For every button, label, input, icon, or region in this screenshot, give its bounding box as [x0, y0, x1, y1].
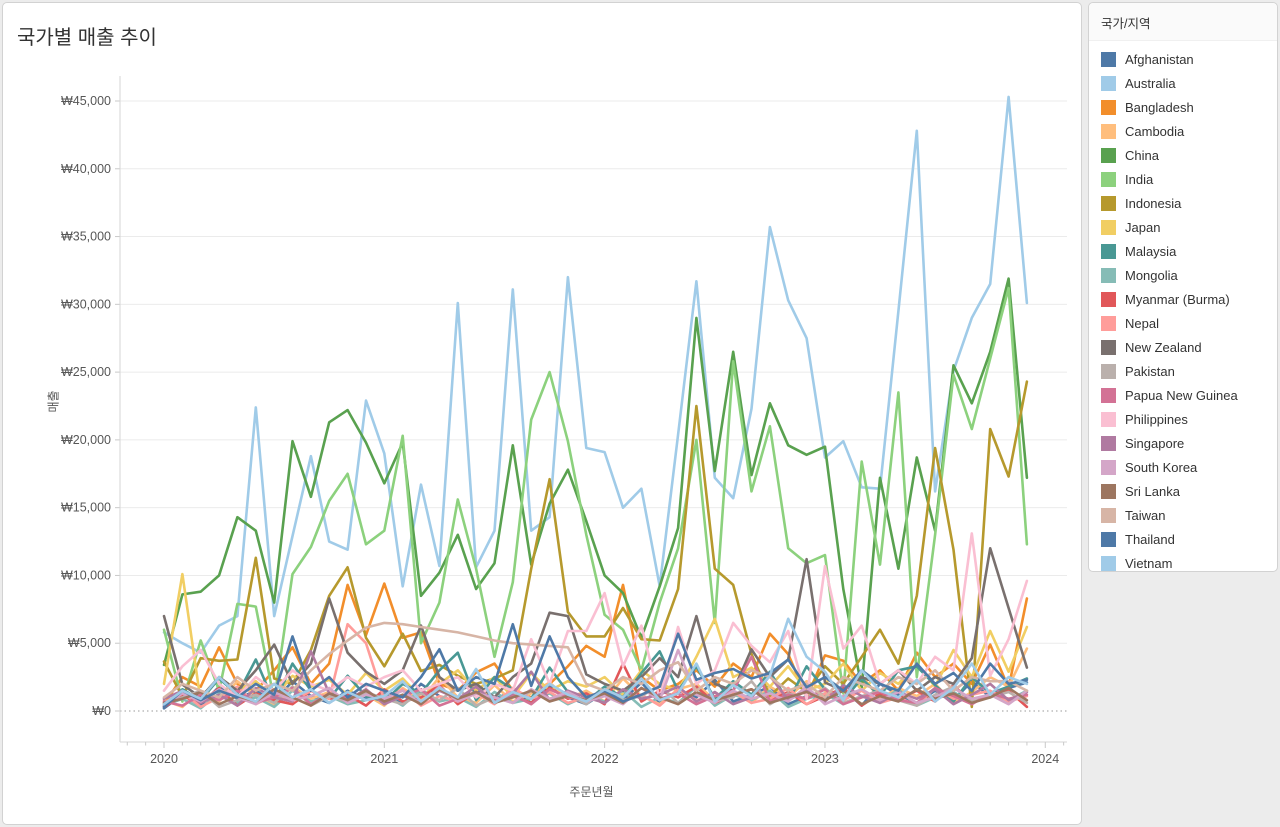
legend-swatch	[1101, 363, 1116, 379]
x-tick-label: 2020	[150, 752, 178, 766]
legend-swatch	[1101, 123, 1116, 139]
chart-line-australia[interactable]	[162, 95, 1029, 655]
legend-item-myanmar-burma[interactable]: Myanmar (Burma)	[1089, 287, 1277, 311]
legend-item-indonesia[interactable]: Indonesia	[1089, 191, 1277, 215]
legend-swatch	[1101, 291, 1116, 307]
legend-label: New Zealand	[1125, 339, 1202, 355]
chart-line-taiwan[interactable]	[162, 621, 1029, 699]
legend-swatch	[1101, 171, 1116, 187]
legend-swatch	[1101, 51, 1116, 67]
legend-swatch	[1101, 531, 1116, 547]
x-tick-label: 2023	[811, 752, 839, 766]
legend-swatch	[1101, 147, 1116, 163]
legend-swatch	[1101, 339, 1116, 355]
y-tick-label: ₩25,000	[61, 365, 111, 379]
chart-line-india[interactable]	[162, 286, 1029, 703]
legend-item-china[interactable]: China	[1089, 143, 1277, 167]
chart-line-vietnam[interactable]	[162, 617, 1029, 706]
y-tick-label: ₩20,000	[61, 433, 111, 447]
legend-title: 국가/지역	[1089, 3, 1277, 41]
legend-item-singapore[interactable]: Singapore	[1089, 431, 1277, 455]
legend-item-nepal[interactable]: Nepal	[1089, 311, 1277, 335]
legend-label: Singapore	[1125, 435, 1185, 451]
x-tick-label: 2022	[591, 752, 619, 766]
y-tick-label: ₩45,000	[61, 94, 111, 108]
legend-item-philippines[interactable]: Philippines	[1089, 407, 1277, 431]
y-tick-label: ₩10,000	[61, 568, 111, 582]
legend-label: Philippines	[1125, 411, 1188, 427]
x-axis-title: 주문년월	[569, 785, 614, 799]
y-tick-label: ₩35,000	[61, 230, 111, 244]
legend-item-new-zealand[interactable]: New Zealand	[1089, 335, 1277, 359]
legend-swatch	[1101, 507, 1116, 523]
legend-label: Sri Lanka	[1125, 483, 1180, 499]
legend-label: Japan	[1125, 219, 1161, 235]
legend-label: Thailand	[1125, 531, 1175, 547]
legend-swatch	[1101, 219, 1116, 235]
legend-item-pakistan[interactable]: Pakistan	[1089, 359, 1277, 383]
legend-label: Papua New Guinea	[1125, 387, 1238, 403]
x-tick-label: 2024	[1031, 752, 1059, 766]
legend-label: Taiwan	[1125, 507, 1166, 523]
legend-swatch	[1101, 99, 1116, 115]
legend-label: Cambodia	[1125, 123, 1185, 139]
y-tick-label: ₩15,000	[61, 501, 111, 515]
legend-item-south-korea[interactable]: South Korea	[1089, 455, 1277, 479]
y-tick-label: ₩0	[92, 704, 111, 718]
legend-swatch	[1101, 459, 1116, 475]
legend-item-vietnam[interactable]: Vietnam	[1089, 551, 1277, 575]
legend-swatch	[1101, 243, 1116, 259]
legend-item-papua-new-guinea[interactable]: Papua New Guinea	[1089, 383, 1277, 407]
legend-item-taiwan[interactable]: Taiwan	[1089, 503, 1277, 527]
legend-label: Myanmar (Burma)	[1125, 291, 1230, 307]
legend-item-sri-lanka[interactable]: Sri Lanka	[1089, 479, 1277, 503]
legend-label: China	[1125, 147, 1159, 163]
chart-line-south-korea[interactable]	[162, 648, 1029, 707]
legend-label: Pakistan	[1125, 363, 1175, 379]
legend-items: Afghanistan Australia Bangladesh Cambodia Ch…	[1089, 41, 1277, 575]
legend-item-bangladesh[interactable]: Bangladesh	[1089, 95, 1277, 119]
legend-item-malaysia[interactable]: Malaysia	[1089, 239, 1277, 263]
y-tick-label: ₩40,000	[61, 162, 111, 176]
legend-label: Mongolia	[1125, 267, 1178, 283]
legend-item-mongolia[interactable]: Mongolia	[1089, 263, 1277, 287]
legend-item-india[interactable]: India	[1089, 167, 1277, 191]
legend-swatch	[1101, 195, 1116, 211]
y-tick-label: ₩5,000	[68, 636, 111, 650]
legend-panel: 국가/지역 Afghanistan Australia Bangladesh Camb…	[1088, 2, 1278, 572]
x-tick-label: 2021	[370, 752, 398, 766]
legend-label: Nepal	[1125, 315, 1159, 331]
chart-panel: 국가별 매출 추이 매출 ₩0 ₩5,000 ₩10,000 ₩15,000 ₩20,0…	[2, 2, 1082, 825]
legend-label: Malaysia	[1125, 243, 1177, 259]
legend-swatch	[1101, 555, 1116, 571]
chart-line-china[interactable]	[162, 277, 1029, 690]
legend-label: South Korea	[1125, 459, 1198, 475]
legend-label: India	[1125, 171, 1154, 187]
legend-swatch	[1101, 411, 1116, 427]
legend-swatch	[1101, 315, 1116, 331]
legend-item-cambodia[interactable]: Cambodia	[1089, 119, 1277, 143]
legend-label: Indonesia	[1125, 195, 1182, 211]
line-chart-plot[interactable]: ₩0 ₩5,000 ₩10,000 ₩15,000 ₩20,000 ₩25,000 ₩30,…	[3, 3, 1081, 824]
legend-item-afghanistan[interactable]: Afghanistan	[1089, 47, 1277, 71]
legend-swatch	[1101, 75, 1116, 91]
legend-item-japan[interactable]: Japan	[1089, 215, 1277, 239]
chart-title: 국가별 매출 추이	[17, 27, 157, 49]
legend-label: Afghanistan	[1125, 51, 1194, 67]
legend-label: Bangladesh	[1125, 99, 1194, 115]
legend-item-australia[interactable]: Australia	[1089, 71, 1277, 95]
y-tick-label: ₩30,000	[61, 297, 111, 311]
legend-label: Vietnam	[1125, 555, 1173, 571]
legend-swatch	[1101, 483, 1116, 499]
legend-swatch	[1101, 387, 1116, 403]
legend-item-thailand[interactable]: Thailand	[1089, 527, 1277, 551]
legend-swatch	[1101, 435, 1116, 451]
legend-label: Australia	[1125, 75, 1176, 91]
chart-line-indonesia[interactable]	[162, 380, 1029, 709]
legend-swatch	[1101, 267, 1116, 283]
